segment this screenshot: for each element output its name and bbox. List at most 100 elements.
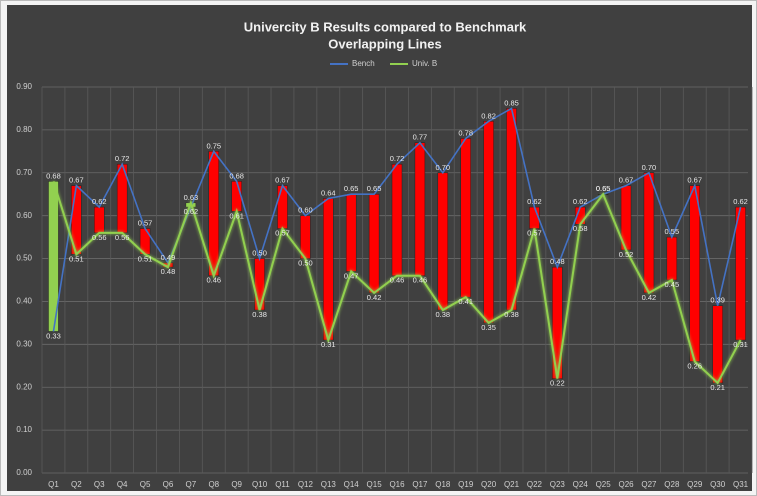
- value-label: 0.52: [619, 250, 634, 259]
- value-label: 0.60: [298, 206, 313, 215]
- value-label: 0.62: [92, 197, 107, 206]
- y-tick-label: 0.40: [16, 297, 32, 306]
- x-tick-label: Q14: [344, 480, 360, 489]
- difference-bar: [666, 236, 678, 281]
- value-label: 0.31: [733, 340, 748, 349]
- value-label: 0.35: [481, 323, 496, 332]
- x-tick-label: Q4: [117, 480, 128, 489]
- value-label: 0.77: [413, 133, 428, 142]
- value-label: 0.38: [504, 310, 519, 319]
- x-tick-label: Q25: [596, 480, 612, 489]
- y-tick-label: 0.90: [16, 82, 32, 91]
- x-tick-label: Q2: [71, 480, 82, 489]
- x-tick-label: Q17: [412, 480, 428, 489]
- value-label: 0.68: [229, 171, 244, 180]
- value-label: 0.22: [550, 379, 565, 388]
- value-label: 0.61: [229, 211, 244, 220]
- y-tick-label: 0.10: [16, 425, 32, 434]
- difference-bar: [208, 151, 220, 276]
- difference-bar: [643, 172, 655, 294]
- difference-bar: [345, 193, 357, 272]
- difference-bar: [483, 121, 494, 324]
- value-label: 0.55: [665, 227, 680, 236]
- x-tick-label: Q22: [527, 480, 543, 489]
- value-label: 0.46: [390, 276, 405, 285]
- value-label: 0.31: [321, 340, 336, 349]
- value-label: 0.65: [344, 184, 359, 193]
- x-tick-label: Q5: [140, 480, 151, 489]
- x-tick-label: Q12: [298, 480, 314, 489]
- value-label: 0.26: [687, 361, 702, 370]
- x-tick-label: Q20: [481, 480, 497, 489]
- value-label: 0.48: [550, 257, 565, 266]
- difference-bar: [277, 185, 288, 229]
- value-label: 0.85: [504, 98, 519, 107]
- x-tick-label: Q1: [48, 480, 59, 489]
- value-label: 0.68: [46, 171, 61, 180]
- legend-label: Bench: [352, 59, 375, 68]
- value-label: 0.67: [69, 176, 84, 185]
- x-tick-label: Q30: [710, 480, 726, 489]
- value-label: 0.64: [321, 188, 336, 197]
- value-label: 0.62: [527, 197, 542, 206]
- value-label: 0.72: [115, 154, 130, 163]
- x-tick-label: Q31: [733, 480, 749, 489]
- legend-label: Univ. B: [412, 59, 437, 68]
- value-label: 0.72: [390, 154, 405, 163]
- difference-bar: [391, 163, 403, 276]
- y-tick-label: 0.50: [16, 254, 32, 263]
- value-label: 0.33: [46, 331, 61, 340]
- value-label: 0.67: [275, 176, 290, 185]
- value-label: 0.46: [413, 276, 428, 285]
- x-tick-label: Q9: [231, 480, 242, 489]
- y-tick-label: 0.80: [16, 125, 32, 134]
- difference-bar: [368, 193, 380, 294]
- value-label: 0.65: [596, 184, 611, 193]
- y-tick-label: 0.70: [16, 168, 32, 177]
- value-label: 0.49: [161, 253, 176, 262]
- value-label: 0.57: [275, 229, 290, 238]
- series-line: [52, 107, 742, 332]
- chart-area: [7, 5, 752, 491]
- value-label: 0.57: [527, 229, 542, 238]
- x-tick-label: Q21: [504, 480, 520, 489]
- difference-bar: [300, 215, 311, 259]
- value-label: 0.42: [642, 293, 657, 302]
- value-label: 0.70: [436, 163, 451, 172]
- value-label: 0.62: [184, 207, 199, 216]
- y-tick-label: 0.00: [16, 468, 32, 477]
- value-label: 0.56: [92, 233, 107, 242]
- value-label: 0.39: [710, 296, 725, 305]
- value-label: 0.67: [619, 176, 634, 185]
- difference-bar: [460, 138, 471, 298]
- value-label: 0.50: [252, 249, 267, 258]
- value-label: 0.42: [367, 293, 382, 302]
- difference-bar: [414, 142, 426, 276]
- value-label: 0.78: [458, 128, 473, 137]
- value-label: 0.65: [367, 184, 382, 193]
- value-label: 0.45: [665, 280, 680, 289]
- difference-bar: [437, 172, 449, 311]
- x-tick-label: Q13: [321, 480, 337, 489]
- x-tick-label: Q3: [94, 480, 105, 489]
- value-label: 0.51: [138, 254, 153, 263]
- value-label: 0.65: [596, 184, 611, 193]
- value-label: 0.58: [573, 224, 588, 233]
- x-tick-label: Q6: [163, 480, 174, 489]
- x-tick-label: Q23: [550, 480, 566, 489]
- value-label: 0.48: [161, 267, 176, 276]
- value-label: 0.57: [138, 219, 153, 228]
- value-label: 0.56: [115, 233, 130, 242]
- y-tick-label: 0.60: [16, 211, 32, 220]
- value-label: 0.67: [687, 176, 702, 185]
- x-tick-label: Q19: [458, 480, 474, 489]
- x-tick-label: Q16: [389, 480, 405, 489]
- difference-bar: [506, 108, 517, 311]
- difference-bar: [689, 185, 700, 362]
- difference-bar: [254, 258, 265, 311]
- y-tick-label: 0.30: [16, 339, 32, 348]
- difference-bar: [323, 198, 334, 341]
- difference-bar: [735, 206, 746, 341]
- value-label: 0.82: [481, 111, 496, 120]
